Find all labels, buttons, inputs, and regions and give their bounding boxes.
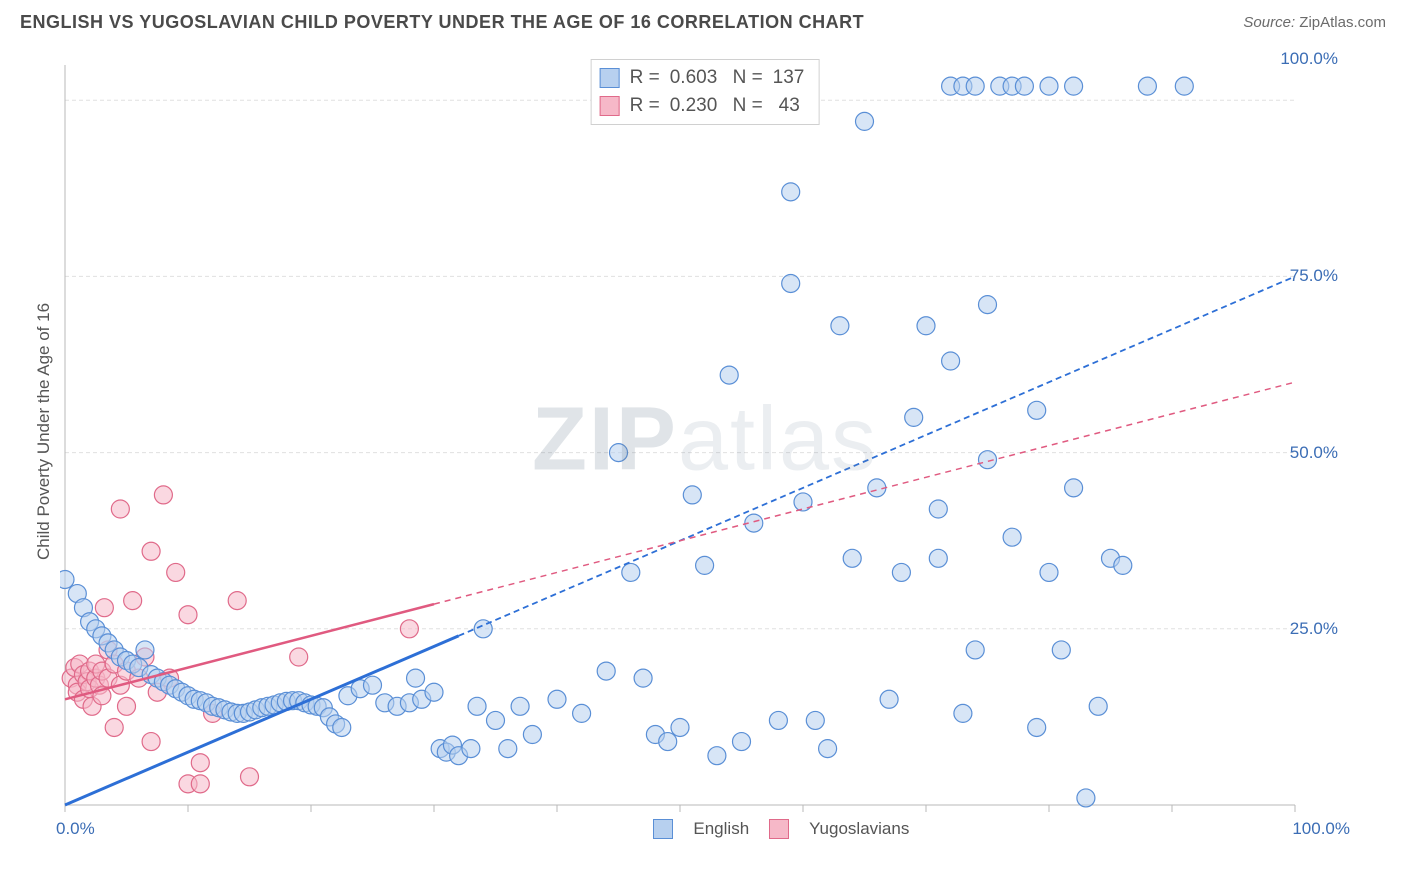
chart-title: ENGLISH VS YUGOSLAVIAN CHILD POVERTY UND… bbox=[20, 12, 864, 33]
corr-N-english: 137 bbox=[773, 64, 805, 92]
corr-R-english: 0.603 bbox=[670, 64, 718, 92]
legend-swatch-yugoslavians bbox=[769, 819, 789, 839]
source-label: Source: bbox=[1243, 14, 1295, 31]
corr-R-label: R = bbox=[630, 92, 660, 120]
ytick-50: 50.0% bbox=[1290, 443, 1338, 463]
corr-N-yugoslavians: 43 bbox=[773, 92, 800, 120]
legend-label-english: English bbox=[693, 819, 749, 839]
swatch-english bbox=[600, 68, 620, 88]
ytick-75: 75.0% bbox=[1290, 266, 1338, 286]
y-axis-label: Child Poverty Under the Age of 16 bbox=[34, 303, 54, 560]
ytick-25: 25.0% bbox=[1290, 619, 1338, 639]
corr-N-label: N = bbox=[727, 92, 762, 120]
source-attribution: Source: ZipAtlas.com bbox=[1243, 14, 1386, 31]
series-legend: English Yugoslavians bbox=[653, 819, 909, 839]
legend-swatch-english bbox=[653, 819, 673, 839]
xtick-100: 100.0% bbox=[1292, 819, 1350, 839]
xtick-0: 0.0% bbox=[56, 819, 95, 839]
corr-R-label: R = bbox=[630, 64, 660, 92]
chart-svg bbox=[60, 55, 1350, 835]
source-value: ZipAtlas.com bbox=[1299, 14, 1386, 31]
legend-label-yugoslavians: Yugoslavians bbox=[809, 819, 909, 839]
swatch-yugoslavians bbox=[600, 96, 620, 116]
corr-R-yugoslavians: 0.230 bbox=[670, 92, 718, 120]
scatter-plot: ZIPatlas R = 0.603 N = 137 R = 0.230 N =… bbox=[60, 55, 1350, 835]
correlation-row-yugoslavians: R = 0.230 N = 43 bbox=[600, 92, 805, 120]
corr-N-label: N = bbox=[727, 64, 762, 92]
correlation-row-english: R = 0.603 N = 137 bbox=[600, 64, 805, 92]
correlation-legend: R = 0.603 N = 137 R = 0.230 N = 43 bbox=[591, 59, 820, 125]
ytick-100: 100.0% bbox=[1280, 49, 1338, 69]
